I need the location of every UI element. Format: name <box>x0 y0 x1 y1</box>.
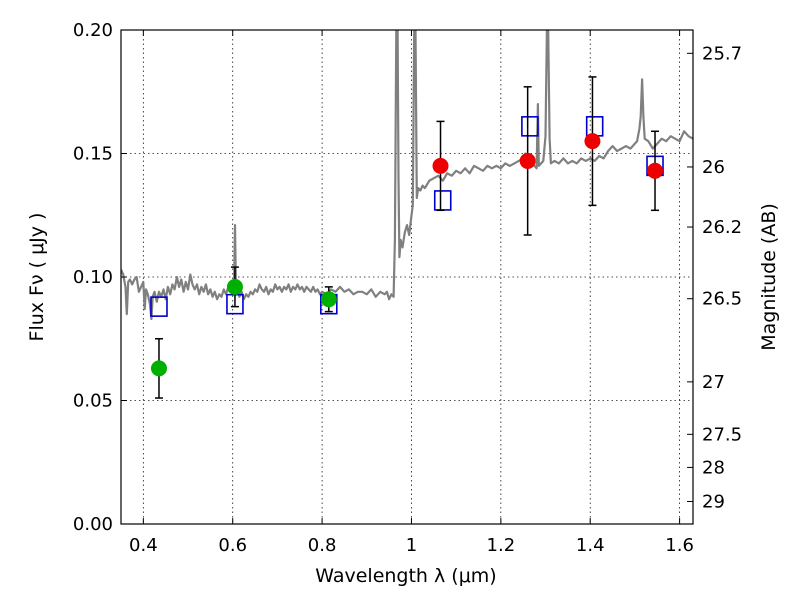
y-tick-label: 0.15 <box>73 144 113 165</box>
y2-axis-label: Magnitude (AB) <box>758 203 780 351</box>
grid-lines <box>121 30 693 524</box>
y-tick-label: 0.00 <box>73 514 113 535</box>
observed-flux-circle <box>647 162 664 179</box>
y2-tick-label: 25.7 <box>702 43 742 64</box>
x-tick-label: 1.6 <box>665 535 694 556</box>
model-flux-square <box>585 116 604 137</box>
spectrum-layer <box>121 30 693 321</box>
observed-flux-circle <box>150 360 167 377</box>
observed-flux-circle <box>432 157 449 174</box>
x-tick-label: 0.4 <box>129 535 158 556</box>
x-tick-label: 1.2 <box>487 535 516 556</box>
observed-flux-circle <box>519 152 536 169</box>
x-tick-label: 0.8 <box>308 535 337 556</box>
y-tick-label: 0.10 <box>73 267 113 288</box>
y-tick-label: 0.05 <box>73 391 113 412</box>
observed-point <box>226 266 243 308</box>
model-flux-square <box>433 190 452 211</box>
x-tick-label: 0.6 <box>218 535 247 556</box>
observed-point <box>584 76 601 207</box>
y2-tick-label: 27 <box>702 372 725 393</box>
y-axis: 0.00 0.05 0.10 0.15 0.20 <box>73 20 127 535</box>
observed-flux-circle <box>584 133 601 150</box>
x-tick-label: 1.4 <box>576 535 605 556</box>
model-flux-square <box>521 116 539 137</box>
observed-point <box>320 286 337 313</box>
y-tick-label: 0.20 <box>73 20 113 41</box>
observed-point <box>150 338 167 399</box>
y2-tick-label: 27.5 <box>702 424 742 445</box>
observed-point <box>432 120 449 212</box>
observed-flux-circle <box>226 278 243 295</box>
y2-tick-label: 28 <box>702 457 725 478</box>
observed-point <box>647 130 664 212</box>
y2-tick-label: 26.2 <box>702 217 742 238</box>
x-tick-label: 1 <box>406 535 417 556</box>
marks-layer <box>150 76 664 399</box>
observed-point <box>519 86 536 236</box>
y2-tick-label: 29 <box>702 491 725 512</box>
y2-tick-label: 26 <box>702 157 725 178</box>
y2-axis: 25.7 26 26.2 26.5 27 27.5 28 29 <box>687 43 742 512</box>
observed-flux-circle <box>320 291 337 308</box>
model-flux-square <box>150 296 168 317</box>
spectrum-line <box>121 30 693 321</box>
x-axis-label: Wavelength λ (μm) <box>315 565 496 587</box>
y2-tick-label: 26.5 <box>702 289 742 310</box>
x-axis: 0.4 0.6 0.8 1 1.2 1.4 1.6 <box>129 30 694 556</box>
y-axis-label: Flux Fν ( μJy ) <box>26 213 48 342</box>
